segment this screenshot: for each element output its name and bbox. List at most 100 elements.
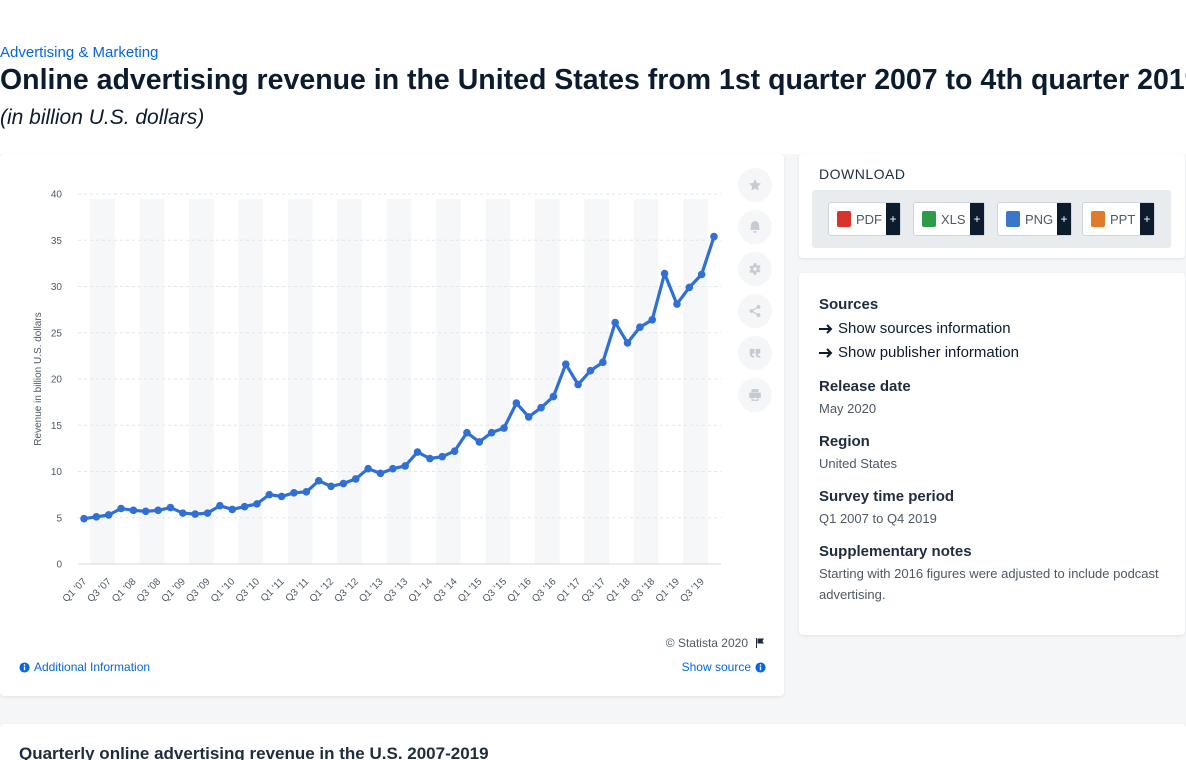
data-point[interactable]	[179, 509, 187, 517]
data-point[interactable]	[277, 492, 286, 501]
data-point[interactable]	[80, 514, 88, 523]
flag-icon[interactable]	[754, 637, 766, 649]
y-tick-label: 25	[51, 328, 63, 339]
plus-icon: +	[886, 203, 900, 235]
y-tick-label: 35	[51, 236, 63, 247]
x-tick-label: Q3 '12	[332, 576, 361, 605]
data-point[interactable]	[660, 269, 669, 278]
download-xls-button[interactable]: XLS +	[913, 202, 985, 236]
data-point[interactable]	[389, 464, 397, 473]
page-subtitle: (in billion U.S. dollars)	[0, 106, 205, 129]
data-point[interactable]	[438, 452, 447, 461]
data-point[interactable]	[710, 232, 718, 241]
gear-icon	[749, 263, 761, 275]
data-point[interactable]	[487, 428, 496, 437]
data-point[interactable]	[240, 502, 249, 511]
breadcrumb[interactable]: Advertising & Marketing	[0, 44, 159, 61]
data-point[interactable]	[141, 507, 150, 516]
release-date-heading: Release date	[819, 378, 911, 395]
show-source-link[interactable]: Show source	[682, 660, 766, 674]
plus-icon: +	[970, 203, 984, 235]
data-point[interactable]	[549, 392, 558, 401]
data-point[interactable]	[673, 300, 681, 308]
data-point[interactable]	[426, 454, 434, 463]
data-point[interactable]	[166, 503, 175, 512]
background-band	[584, 199, 609, 564]
data-point[interactable]	[290, 488, 298, 497]
data-point[interactable]	[524, 413, 533, 421]
show-publisher-label: Show publisher information	[838, 344, 1019, 361]
additional-info-link[interactable]: Additional Information	[19, 660, 150, 674]
data-point[interactable]	[586, 366, 595, 375]
data-point[interactable]	[648, 316, 657, 324]
data-point[interactable]	[129, 506, 138, 515]
show-publisher-link[interactable]: Show publisher information	[819, 344, 1019, 361]
settings-button[interactable]	[738, 252, 772, 286]
notes-heading: Supplementary notes	[819, 543, 972, 560]
data-point[interactable]	[265, 490, 274, 499]
data-point[interactable]	[314, 476, 323, 485]
info-icon	[755, 661, 766, 673]
copyright-notice: © Statista 2020	[666, 636, 766, 650]
background-band	[386, 199, 412, 564]
data-point[interactable]	[574, 380, 582, 389]
page-header: Advertising & Marketing Online advertisi…	[0, 36, 1186, 154]
data-point[interactable]	[191, 510, 199, 518]
data-point[interactable]	[623, 339, 632, 347]
data-point[interactable]	[413, 448, 422, 456]
data-point[interactable]	[561, 360, 570, 368]
download-ppt-label: PPT	[1110, 211, 1136, 227]
data-point[interactable]	[117, 504, 125, 513]
data-point[interactable]	[636, 323, 644, 331]
data-point[interactable]	[154, 506, 162, 515]
data-point[interactable]	[500, 424, 508, 432]
data-point[interactable]	[463, 428, 471, 437]
data-point[interactable]	[364, 464, 372, 473]
x-tick-label: Q3 '08	[135, 576, 164, 605]
data-point[interactable]	[327, 482, 335, 491]
data-point[interactable]	[697, 270, 706, 279]
data-point[interactable]	[104, 511, 113, 519]
x-tick-label: Q3 '18	[629, 576, 658, 605]
download-bar: PDF + XLS + PNG + PPT +	[812, 190, 1171, 248]
download-png-label: PNG	[1025, 211, 1054, 227]
data-point[interactable]	[611, 318, 619, 327]
print-button[interactable]	[738, 378, 772, 412]
data-point[interactable]	[512, 399, 521, 407]
share-button[interactable]	[738, 294, 772, 328]
data-point[interactable]	[376, 469, 385, 478]
data-point[interactable]	[475, 438, 484, 446]
y-tick-label: 30	[51, 282, 63, 293]
star-icon	[749, 179, 761, 191]
favorite-button[interactable]	[738, 168, 772, 202]
x-tick-label: Q1 '17	[555, 576, 584, 605]
line-chart: 0 5 10 15 20 25 30 35 40 Revenue in billion U.S.…	[33, 190, 721, 605]
data-point[interactable]	[302, 488, 311, 496]
data-point[interactable]	[450, 447, 459, 455]
additional-info-label: Additional Information	[34, 660, 151, 674]
show-sources-link[interactable]: Show sources information	[819, 320, 1011, 337]
show-source-label: Show source	[681, 660, 751, 674]
notification-button[interactable]	[738, 210, 772, 244]
data-point[interactable]	[92, 513, 101, 521]
data-point[interactable]	[351, 475, 360, 483]
data-point[interactable]	[401, 462, 409, 470]
data-point[interactable]	[203, 509, 212, 517]
data-point[interactable]	[685, 283, 694, 292]
share-icon	[749, 305, 761, 317]
x-tick-label: Q3 '14	[431, 576, 460, 605]
download-pdf-button[interactable]: PDF +	[828, 202, 901, 236]
data-point[interactable]	[599, 358, 607, 367]
x-tick-label: Q3 '09	[184, 576, 213, 605]
x-tick-label: Q3 '10	[234, 576, 263, 605]
data-point[interactable]	[339, 479, 348, 488]
data-point[interactable]	[228, 505, 237, 514]
cite-button[interactable]	[738, 336, 772, 370]
download-png-button[interactable]: PNG +	[997, 202, 1072, 236]
background-band	[633, 199, 659, 564]
data-point[interactable]	[253, 500, 261, 508]
print-icon	[749, 389, 761, 401]
data-point[interactable]	[216, 501, 224, 510]
data-point[interactable]	[537, 403, 545, 412]
download-ppt-button[interactable]: PPT +	[1082, 202, 1155, 236]
